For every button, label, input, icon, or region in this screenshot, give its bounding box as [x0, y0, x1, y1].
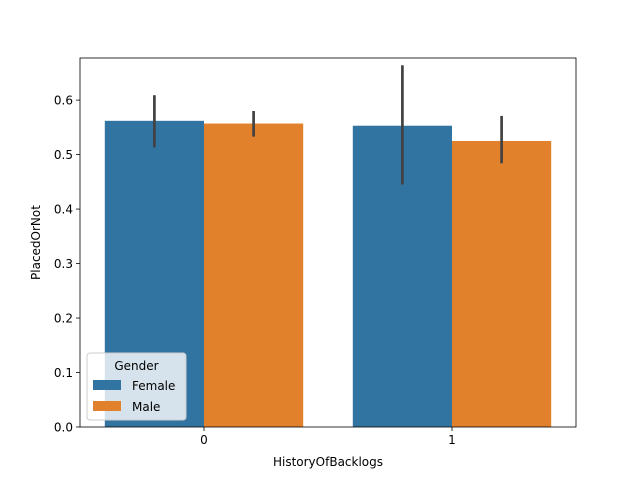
y-tick-label-0.3: 0.3: [54, 257, 73, 271]
y-tick-label-0.0: 0.0: [54, 420, 73, 434]
legend: Gender Female Male: [86, 352, 187, 421]
x-tick-label-0: 0: [200, 433, 208, 447]
bar-male-0: [204, 123, 304, 427]
legend-label-male: Male: [132, 400, 160, 414]
y-tick-label-0.2: 0.2: [54, 311, 73, 325]
legend-label-female: Female: [132, 379, 175, 393]
legend-swatch-male: [93, 401, 121, 411]
errorbars-layer: [153, 65, 503, 185]
y-axis-title: PlacedOrNot: [29, 205, 43, 280]
plot-frame: [79, 57, 577, 428]
y-axis: 0.0 0.1 0.2 0.3 0.4 0.5 0.6: [54, 93, 80, 434]
y-tick-label-0.1: 0.1: [54, 366, 73, 380]
legend-entries: Female Male: [93, 379, 175, 414]
bar-male-1: [452, 140, 552, 427]
legend-title: Gender: [114, 359, 158, 373]
y-tick-label-0.5: 0.5: [54, 148, 73, 162]
legend-swatch-female: [93, 380, 121, 390]
y-tick-label-0.4: 0.4: [54, 202, 73, 216]
y-tick-label-0.6: 0.6: [54, 93, 73, 107]
x-axis-title: HistoryOfBacklogs: [273, 455, 383, 469]
x-tick-label-1: 1: [448, 433, 456, 447]
